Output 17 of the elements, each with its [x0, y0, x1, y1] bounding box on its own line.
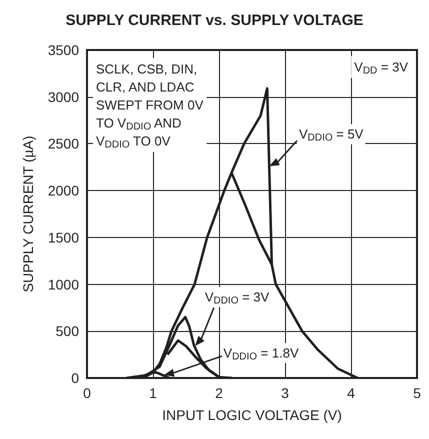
y-tick-label: 2000 [48, 182, 80, 199]
y-tick-label: 3500 [48, 42, 80, 58]
chart-title: SUPPLY CURRENT vs. SUPPLY VOLTAGE [66, 12, 364, 29]
x-axis-title: INPUT LOGIC VOLTAGE (V) [162, 407, 342, 423]
x-tick-label: 1 [149, 385, 158, 401]
y-tick-label: 1000 [48, 276, 80, 292]
x-tick-label: 2 [215, 385, 224, 401]
x-tick-label: 0 [83, 385, 92, 401]
y-tick-label: 500 [56, 323, 80, 340]
y-tick-label: 2500 [48, 136, 80, 152]
y-axis-title: SUPPLY CURRENT (µA) [20, 136, 36, 292]
x-tick-label: 5 [413, 385, 422, 401]
y-tick-label: 0 [71, 370, 80, 386]
x-tick-label: 3 [281, 385, 290, 401]
y-tick-label: 3000 [48, 88, 80, 105]
y-tick-label: 1500 [48, 229, 80, 246]
x-tick-label: 4 [347, 385, 356, 401]
